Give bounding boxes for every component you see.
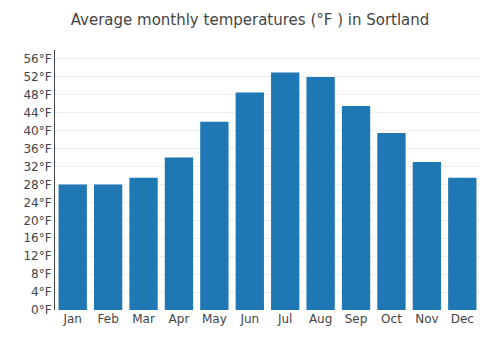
svg-text:44°F: 44°F [23,106,51,120]
svg-text:52°F: 52°F [23,70,51,84]
svg-text:20°F: 20°F [23,214,51,228]
svg-text:Jan: Jan [62,312,82,326]
svg-text:Sep: Sep [345,312,368,326]
svg-text:Mar: Mar [132,312,155,326]
svg-text:56°F: 56°F [23,52,51,66]
svg-text:24°F: 24°F [23,196,51,210]
svg-text:Oct: Oct [381,312,402,326]
svg-text:4°F: 4°F [31,285,52,299]
svg-text:28°F: 28°F [23,178,51,192]
svg-text:Average monthly temperatures (: Average monthly temperatures (°F ) in So… [71,11,430,29]
svg-text:Aug: Aug [309,312,332,326]
svg-text:8°F: 8°F [31,267,52,281]
svg-text:48°F: 48°F [23,88,51,102]
svg-text:Apr: Apr [169,312,190,326]
svg-text:Jul: Jul [277,312,292,326]
svg-text:16°F: 16°F [23,231,51,245]
svg-text:Nov: Nov [415,312,438,326]
svg-text:36°F: 36°F [23,142,51,156]
svg-text:May: May [202,312,227,326]
svg-text:32°F: 32°F [23,160,51,174]
svg-text:Feb: Feb [98,312,119,326]
svg-text:0°F: 0°F [31,303,52,317]
svg-text:Jun: Jun [239,312,259,326]
svg-text:40°F: 40°F [23,124,51,138]
svg-text:12°F: 12°F [23,249,51,263]
svg-text:Dec: Dec [451,312,474,326]
